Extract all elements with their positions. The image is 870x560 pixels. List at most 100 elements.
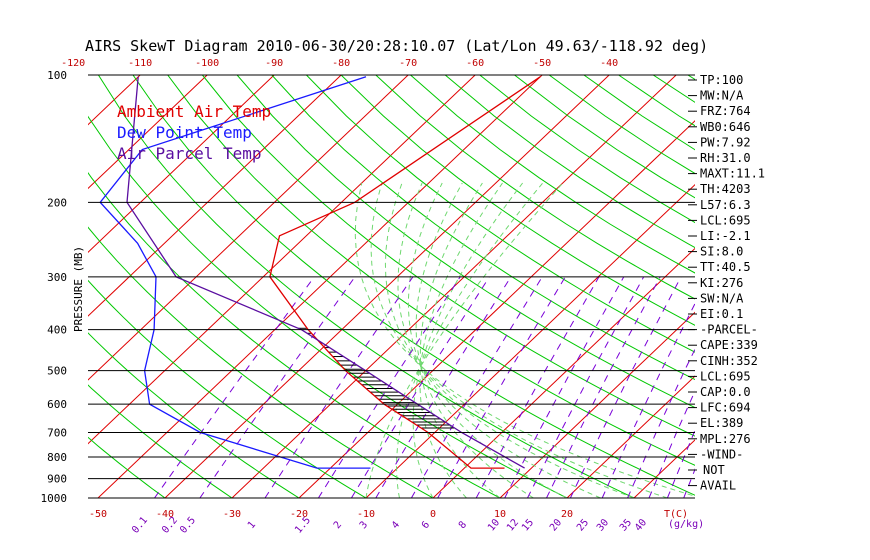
ambient-air-temp-line — [269, 76, 541, 469]
cape-hatch — [298, 327, 455, 429]
mixing-ratio-line — [601, 302, 695, 498]
bottom-temp-tick-label: -20 — [290, 509, 308, 520]
bottom-temp-tick-label: 10 — [494, 509, 506, 520]
index-item: NOT — [703, 463, 725, 477]
top-temp-tick-label: -90 — [265, 58, 283, 69]
pressure-tick-label: 700 — [47, 426, 67, 439]
index-item: SI:8.0 — [700, 245, 743, 259]
top-temp-tick-label: -120 — [61, 58, 85, 69]
top-temp-tick-label: -80 — [332, 58, 350, 69]
moist-adiabat-line — [354, 182, 695, 497]
isotherm-line — [88, 75, 409, 381]
dry-adiabat-line — [202, 75, 695, 437]
pressure-tick-label: 500 — [47, 365, 67, 378]
moist-adiabat-line — [397, 182, 601, 498]
temp-unit-label: T(C) — [664, 509, 688, 520]
isotherm-line — [88, 75, 275, 253]
pressure-tick-label: 100 — [47, 69, 67, 82]
legend-dew-point-temp: Dew Point Temp — [117, 123, 252, 142]
dry-adiabat-line — [88, 279, 367, 498]
bottom-temp-tick-label: 20 — [561, 509, 573, 520]
mixing-ratio-line — [527, 276, 645, 498]
moist-adiabat-line — [415, 182, 534, 498]
dry-adiabat-line — [88, 332, 300, 498]
mixing-ratio-line — [375, 276, 512, 498]
dry-adiabat-line — [306, 75, 695, 353]
mixing-ratio-line — [199, 276, 356, 498]
isotherm-line — [298, 120, 695, 498]
air-parcel-temp-line — [126, 76, 525, 469]
index-item: RH:31.0 — [700, 151, 751, 165]
mixing-ratio-tick-label: 25 — [575, 517, 591, 533]
mixing-ratio-tick-label: 6 — [420, 520, 432, 532]
index-item: TP:100 — [700, 73, 743, 87]
moist-adiabat-line — [407, 182, 568, 498]
isotherm-line — [432, 247, 695, 498]
mixing-ratio-tick-label: 8 — [457, 520, 469, 532]
isotherm-line — [768, 75, 870, 498]
index-item: AVAIL — [700, 479, 736, 493]
mixing-ratio-line — [264, 276, 414, 498]
bottom-temp-tick-label: -10 — [357, 509, 375, 520]
mixing-ratio-tick-label: 12 — [505, 517, 521, 533]
mixing-ratio-tick-label: 0.5 — [178, 515, 198, 536]
mixing-ratio-line — [154, 276, 315, 498]
mixing-ratio-line — [648, 389, 695, 498]
index-item: EL:389 — [700, 416, 743, 430]
index-item: LI:-2.1 — [700, 229, 751, 243]
index-item: TT:40.5 — [700, 260, 751, 274]
pressure-tick-label: 1000 — [41, 492, 68, 505]
mixing-ratio-tick-label: 4 — [390, 520, 402, 532]
index-item: KI:276 — [700, 276, 743, 290]
dry-adiabat-line — [236, 75, 695, 409]
index-item: LCL:695 — [700, 213, 751, 227]
isotherm-line — [88, 75, 342, 317]
dry-adiabat-line — [132, 75, 695, 496]
index-item: LFC:694 — [700, 401, 751, 415]
legend: Ambient Air Temp Dew Point Temp Air Parc… — [117, 102, 271, 163]
mixing-ratio-line — [569, 276, 682, 498]
mixing-ratio-tick-label: 2 — [332, 520, 344, 532]
bottom-temp-tick-label: -40 — [156, 509, 174, 520]
moist-adiabat-line — [419, 182, 501, 498]
isotherm-line — [499, 311, 695, 498]
pressure-tick-label: 800 — [47, 451, 67, 464]
dry-adiabat-line — [167, 75, 695, 466]
dry-adiabat-line — [88, 115, 569, 498]
mixing-ratio-tick-label: 15 — [520, 517, 536, 533]
dry-adiabat-line — [88, 384, 233, 498]
index-item: EI:0.1 — [700, 307, 743, 321]
mixing-ratio-tick-label: 3 — [358, 520, 370, 532]
index-item: -WIND- — [700, 447, 743, 461]
isotherm-line — [88, 75, 208, 190]
y-axis-label: PRESSURE (MB) — [72, 246, 85, 332]
grid-lines — [0, 75, 870, 498]
mixing-ratio-tick-label: 1 — [246, 520, 258, 532]
isotherm-line — [0, 75, 6, 498]
mixing-ratio-line — [410, 276, 543, 498]
index-item: CAPE:339 — [700, 338, 758, 352]
moist-adiabat-line — [365, 182, 564, 498]
index-item: MW:N/A — [700, 89, 744, 103]
index-item: TH:4203 — [700, 182, 751, 196]
moist-adiabat-line — [419, 182, 503, 498]
isotherm-line — [633, 439, 695, 498]
index-item: LCL:695 — [700, 369, 751, 383]
pressure-tick-label: 600 — [47, 398, 67, 411]
isotherm-line — [566, 375, 695, 498]
index-item: MPL:276 — [700, 432, 751, 446]
index-item: SW:N/A — [700, 291, 744, 305]
top-temp-tick-label: -110 — [128, 58, 152, 69]
chart-title: AIRS SkewT Diagram 2010-06-30/20:28:10.0… — [85, 37, 708, 55]
legend-ambient-air-temp: Ambient Air Temp — [117, 102, 271, 121]
isotherm-line — [88, 75, 476, 445]
index-item: CINH:352 — [700, 354, 758, 368]
index-item: CAP:0.0 — [700, 385, 751, 399]
mixing-ratio-tick-label: 40 — [633, 517, 649, 533]
top-temp-tick-label: -60 — [466, 58, 484, 69]
isotherm-line — [164, 75, 610, 498]
top-temp-tick-label: -50 — [533, 58, 551, 69]
